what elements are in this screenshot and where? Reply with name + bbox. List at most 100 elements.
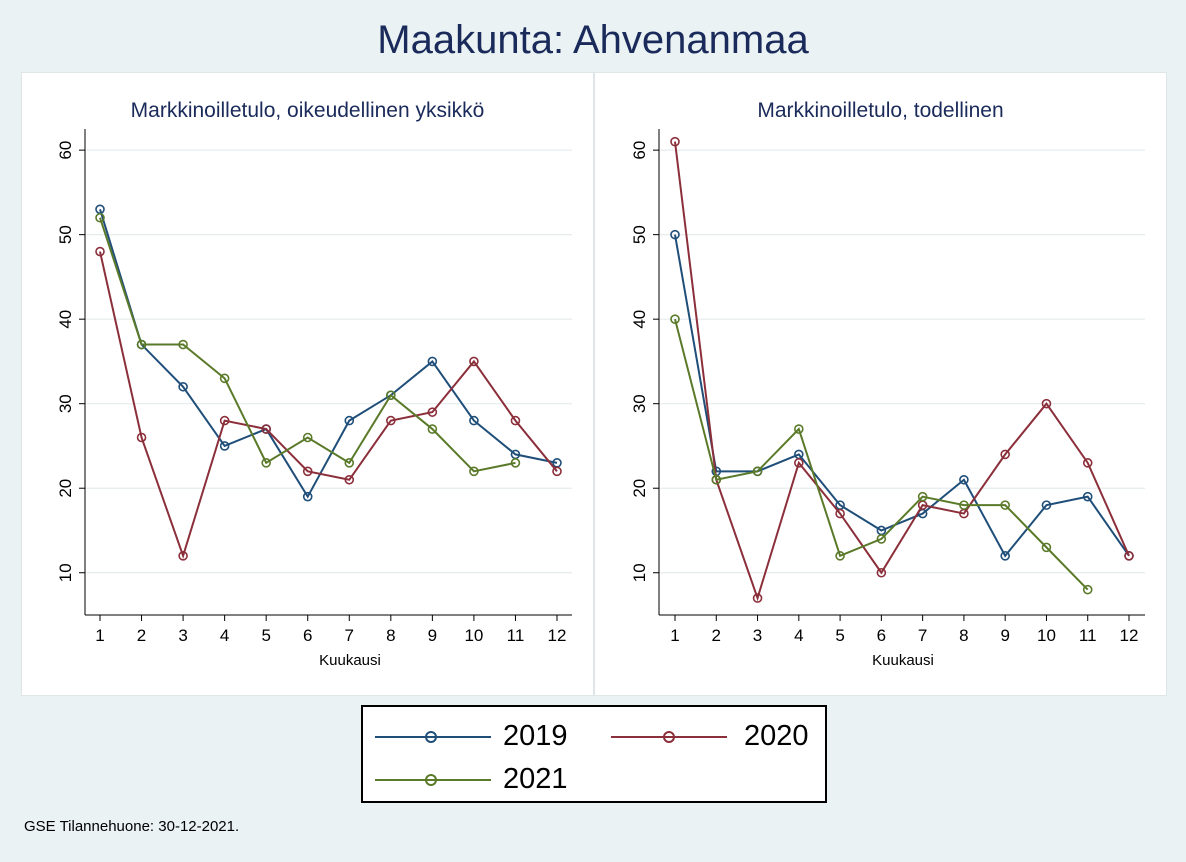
data-point-2020: [510, 415, 521, 426]
data-point-2020: [835, 508, 845, 519]
y-tick-label: 30: [56, 394, 75, 413]
data-point-2019: [178, 381, 188, 392]
series-line-2020: [674, 141, 1130, 602]
data-point-2021: [917, 491, 928, 502]
data-point-2021: [302, 432, 313, 443]
x-tick-label: 7: [918, 626, 927, 645]
data-point-2021: [711, 474, 722, 485]
data-point-2019: [1000, 551, 1010, 561]
data-point-2021: [386, 390, 396, 401]
x-tick-label: 6: [303, 626, 312, 645]
x-tick-label: 2: [137, 626, 146, 645]
x-tick-label: 12: [548, 626, 567, 645]
data-point-2020: [178, 551, 188, 561]
data-point-2021: [835, 551, 845, 561]
x-tick-label: 10: [1037, 626, 1056, 645]
series-line-2021: [674, 318, 1089, 591]
data-point-2021: [959, 500, 969, 510]
data-point-2021: [670, 314, 680, 324]
data-point-2020: [344, 474, 355, 485]
data-point-2020: [876, 567, 887, 578]
y-tick-label: 20: [56, 479, 75, 498]
data-point-2021: [510, 458, 521, 468]
data-point-2019: [1082, 491, 1093, 502]
x-tick-label: 8: [386, 626, 395, 645]
y-tick-label: 20: [630, 479, 649, 498]
data-point-2020: [302, 466, 313, 477]
data-point-2020: [1082, 458, 1093, 468]
chart-panel-oikeudellinen: Markkinoilletulo, oikeudellinen yksikkö …: [21, 72, 594, 696]
y-tick-label: 10: [630, 563, 649, 582]
legend-item-2021: 2021: [373, 764, 603, 794]
data-point-2021: [794, 424, 804, 434]
x-tick-label: 4: [220, 626, 229, 645]
data-point-2020: [1041, 398, 1052, 409]
page-title: Maakunta: Ahvenanmaa: [377, 18, 809, 62]
legend-item-2020: 2020: [609, 721, 819, 751]
x-tick-label: 2: [712, 626, 721, 645]
x-axis-label: Kuukausi: [319, 652, 381, 669]
data-point-2019: [1041, 500, 1052, 510]
data-point-2020: [670, 136, 680, 147]
data-point-2021: [219, 373, 230, 384]
y-tick-label: 40: [630, 310, 649, 329]
x-tick-label: 1: [670, 626, 679, 645]
data-point-2020: [1000, 449, 1010, 460]
legend-label: 2021: [503, 763, 568, 795]
x-axis-label: Kuukausi: [872, 652, 934, 669]
x-tick-label: 11: [1079, 626, 1097, 645]
data-point-2019: [344, 415, 355, 426]
legend-swatch-2019: [375, 731, 491, 743]
data-point-2019: [219, 441, 230, 451]
x-tick-label: 3: [753, 626, 762, 645]
y-tick-label: 50: [630, 225, 649, 244]
legend-label: 2020: [744, 720, 809, 752]
data-point-2020: [552, 466, 562, 477]
data-point-2021: [876, 534, 887, 544]
x-tick-label: 1: [95, 626, 104, 645]
data-point-2020: [219, 415, 230, 426]
legend-swatch-2020: [611, 731, 727, 743]
x-tick-label: 8: [959, 626, 968, 645]
x-tick-label: 7: [345, 626, 354, 645]
chart-legend: 2019 2020 2021: [361, 705, 827, 803]
legend-item-2019: 2019: [373, 721, 603, 751]
data-point-2021: [261, 458, 271, 468]
x-tick-label: 6: [877, 626, 886, 645]
data-point-2019: [959, 474, 969, 485]
data-point-2021: [1041, 542, 1052, 553]
x-tick-label: 10: [464, 626, 483, 645]
x-tick-label: 9: [1000, 626, 1009, 645]
y-tick-label: 30: [630, 394, 649, 413]
series-line-2019: [99, 209, 558, 499]
data-point-2021: [469, 466, 479, 477]
data-point-2019: [427, 356, 438, 367]
data-point-2019: [670, 229, 680, 240]
y-tick-label: 60: [630, 141, 649, 160]
data-point-2021: [1000, 500, 1010, 510]
legend-label: 2019: [503, 720, 568, 752]
series-line-2020: [99, 251, 558, 560]
data-point-2020: [752, 593, 763, 603]
series-line-2021: [99, 217, 516, 473]
chart-panel-todellinen: Markkinoilletulo, todellinen 10 20 30 40 50 6…: [594, 72, 1167, 696]
series-line-2019: [674, 234, 1130, 558]
y-tick-label: 50: [56, 225, 75, 244]
legend-swatch-2021: [375, 774, 491, 786]
data-point-2020: [136, 432, 147, 443]
data-point-2019: [469, 415, 479, 426]
data-point-2020: [427, 407, 438, 417]
x-tick-label: 3: [178, 626, 187, 645]
data-point-2019: [302, 491, 313, 502]
data-point-2021: [427, 424, 438, 434]
data-point-2021: [178, 339, 188, 350]
data-point-2020: [95, 246, 105, 257]
data-point-2021: [752, 466, 763, 477]
data-point-2021: [95, 212, 105, 223]
chart-title: Markkinoilletulo, oikeudellinen yksikkö: [130, 99, 485, 122]
y-tick-label: 60: [56, 141, 75, 160]
x-tick-label: 4: [794, 626, 803, 645]
